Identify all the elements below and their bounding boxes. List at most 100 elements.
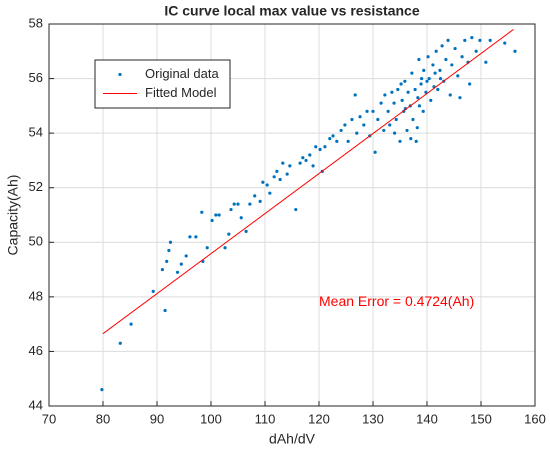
data-point — [405, 128, 409, 133]
data-point — [478, 38, 482, 42]
data-point — [151, 289, 155, 293]
data-point — [438, 68, 442, 72]
data-point — [446, 38, 450, 42]
data-point — [425, 79, 429, 83]
data-point — [258, 199, 262, 203]
data-point — [463, 38, 467, 42]
data-point — [253, 194, 257, 198]
data-point — [417, 104, 422, 108]
data-point — [431, 63, 435, 67]
data-point — [184, 254, 188, 258]
data-point — [409, 137, 413, 141]
data-point — [440, 44, 444, 48]
data-point — [248, 202, 252, 206]
data-point — [339, 128, 343, 133]
data-point — [415, 126, 419, 130]
data-point — [362, 123, 366, 127]
data-point — [421, 109, 425, 113]
data-point — [376, 117, 380, 122]
data-point — [163, 308, 167, 313]
data-point — [301, 156, 305, 160]
y-tick-label: 44 — [29, 397, 43, 412]
data-point — [160, 267, 164, 272]
data-point — [416, 96, 420, 100]
data-point — [188, 235, 192, 239]
data-point — [355, 131, 359, 135]
y-tick-label: 54 — [29, 125, 43, 140]
legend-label: Fitted Model — [145, 85, 217, 100]
data-point — [458, 96, 462, 100]
x-tick-label: 150 — [470, 411, 492, 426]
data-point — [331, 134, 335, 138]
x-tick-label: 70 — [42, 411, 56, 426]
y-tick-label: 46 — [29, 343, 43, 358]
fit-line — [102, 29, 514, 335]
data-point — [314, 145, 318, 149]
y-axis-label: Capacity(Ah) — [5, 175, 21, 256]
data-point — [281, 161, 285, 165]
data-point — [318, 147, 322, 152]
data-point — [100, 388, 104, 392]
legend-label: Original data — [145, 66, 219, 81]
x-tick-label: 100 — [200, 411, 222, 426]
y-tick-label: 56 — [29, 70, 43, 85]
data-point — [210, 218, 214, 223]
x-tick-label: 130 — [362, 411, 384, 426]
data-point — [200, 210, 204, 214]
data-point — [392, 101, 396, 105]
data-point — [244, 229, 248, 233]
data-point — [346, 139, 350, 143]
data-point — [393, 131, 397, 135]
data-point — [410, 71, 414, 75]
data-point — [444, 57, 448, 62]
data-point — [413, 87, 417, 92]
y-tick-label: 48 — [29, 288, 43, 303]
data-point — [513, 49, 517, 53]
data-point — [419, 82, 423, 86]
data-point — [278, 177, 282, 182]
x-tick-label: 140 — [416, 411, 438, 426]
data-point — [383, 93, 387, 97]
data-point — [503, 41, 507, 45]
data-point — [236, 202, 240, 206]
data-point — [168, 240, 173, 244]
data-point — [400, 98, 404, 102]
data-point — [468, 82, 472, 86]
data-point — [373, 150, 377, 154]
y-tick-label: 50 — [29, 234, 43, 249]
data-point — [429, 98, 433, 102]
legend-swatch — [118, 72, 122, 77]
data-point — [217, 213, 221, 217]
data-point — [417, 57, 421, 62]
x-tick-label: 80 — [96, 411, 110, 426]
data-point — [433, 71, 437, 75]
x-tick-label: 160 — [524, 411, 546, 426]
data-point — [304, 158, 308, 163]
data-point — [420, 76, 424, 81]
data-point — [179, 262, 183, 266]
data-point — [382, 128, 386, 133]
data-point — [390, 90, 394, 94]
data-point — [275, 169, 279, 173]
data-point — [436, 87, 440, 92]
data-point — [358, 115, 362, 119]
data-point — [426, 55, 430, 59]
data-point — [470, 36, 474, 40]
data-point — [398, 139, 402, 143]
data-point — [474, 49, 478, 53]
data-point — [288, 164, 292, 168]
data-point — [453, 46, 457, 51]
data-point — [343, 123, 347, 127]
chart-title: IC curve local max value vs resistance — [164, 3, 419, 19]
y-tick-label: 52 — [29, 179, 43, 194]
data-point — [456, 74, 460, 78]
data-point — [118, 341, 122, 345]
data-point — [335, 139, 339, 143]
data-point — [227, 232, 231, 236]
data-point — [214, 213, 218, 217]
data-point — [261, 180, 265, 184]
data-point — [371, 109, 375, 113]
data-point — [399, 82, 403, 86]
data-point — [205, 246, 209, 250]
